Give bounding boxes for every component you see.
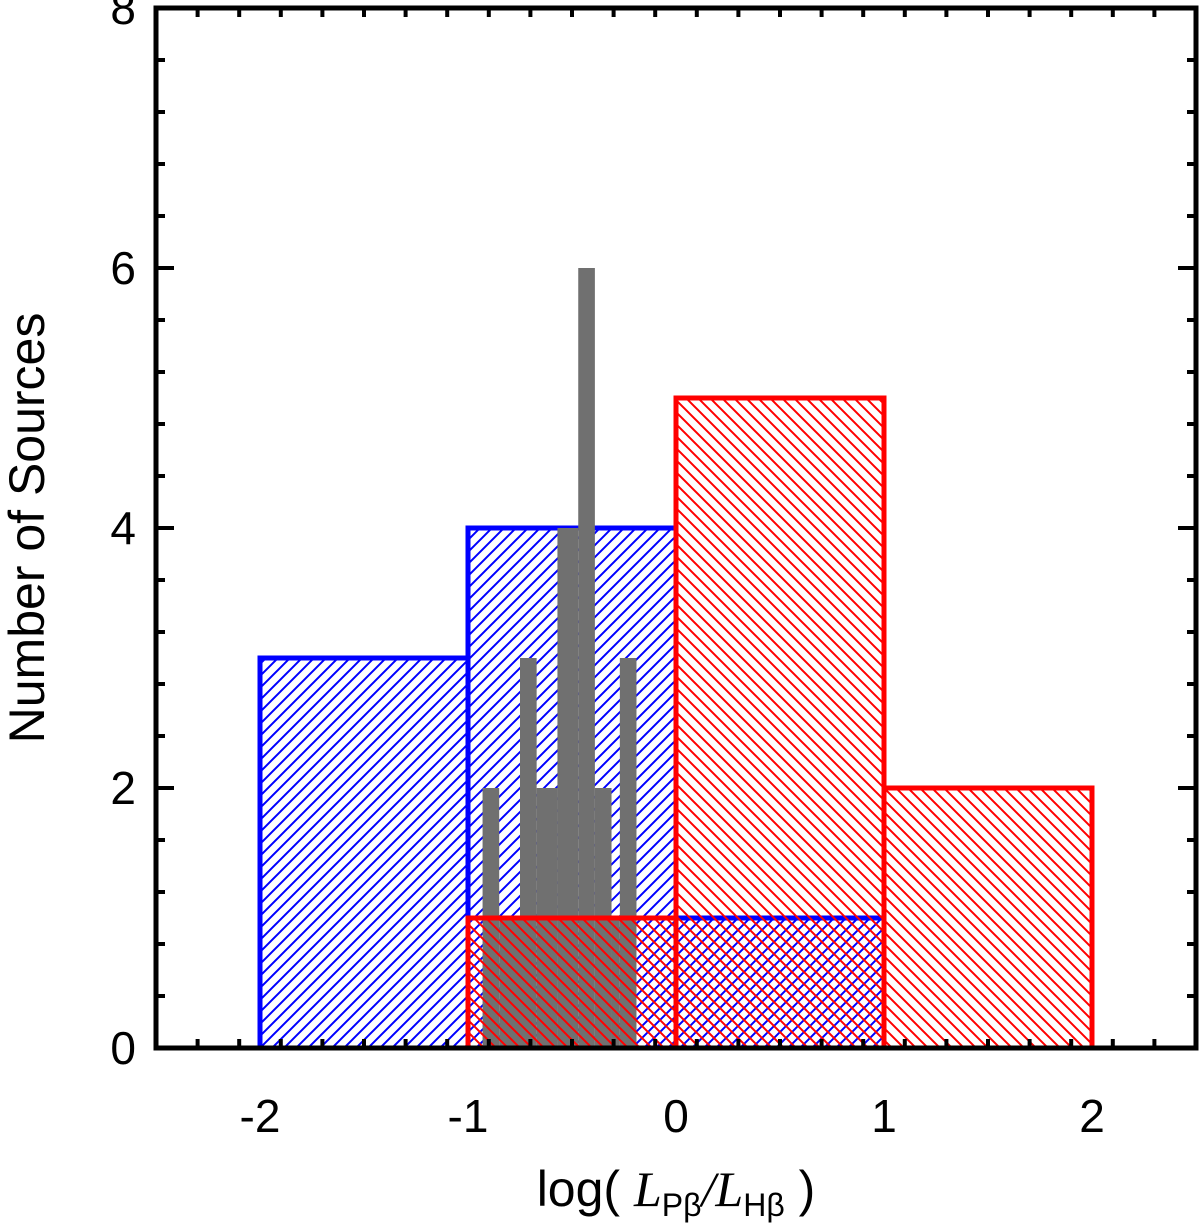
series-2-bar-5 [578,268,595,1048]
x-tick-label: 2 [1079,1090,1105,1142]
series-1-hatch-2 [884,788,1092,1048]
tick-marks [154,6,1198,1050]
series-layer [257,268,1095,1048]
y-tick-label: 2 [110,762,136,814]
y-tick-label: 4 [110,502,136,554]
x-axis-title-prefix: log( [537,1161,634,1217]
series-0-hatch-0 [260,658,468,1048]
series-1-outline [465,395,1095,1048]
x-tick-label: 0 [663,1090,689,1142]
y-tick-label: 0 [110,1022,136,1074]
x-tick-label: -2 [240,1090,281,1142]
y-tick-label: 8 [110,0,136,34]
x-tick-label: -1 [448,1090,489,1142]
y-axis-title: Number of Sources [0,313,55,744]
x-axis-title-suffix: ) [785,1161,816,1217]
x-tick-label: 1 [871,1090,897,1142]
x-axis-title: log( LPβ/LHβ ) [537,1161,816,1223]
x-axis-title-numerator-subscript: Pβ [662,1187,702,1223]
y-tick-label: 6 [110,242,136,294]
x-axis-title-denominator-subscript: Hβ [743,1187,785,1223]
x-axis-title-numerator-symbol: L [633,1161,662,1217]
series-1-hatch-0 [468,918,676,1048]
tick-labels: -2 -1 0 1 2 0 2 4 6 8 [110,0,1104,1142]
x-axis-title-slash: / [699,1161,720,1217]
series-1 [465,395,1095,1048]
series-1-hatch-1 [676,398,884,1048]
x-axis-title-denominator-symbol: L [714,1161,743,1217]
